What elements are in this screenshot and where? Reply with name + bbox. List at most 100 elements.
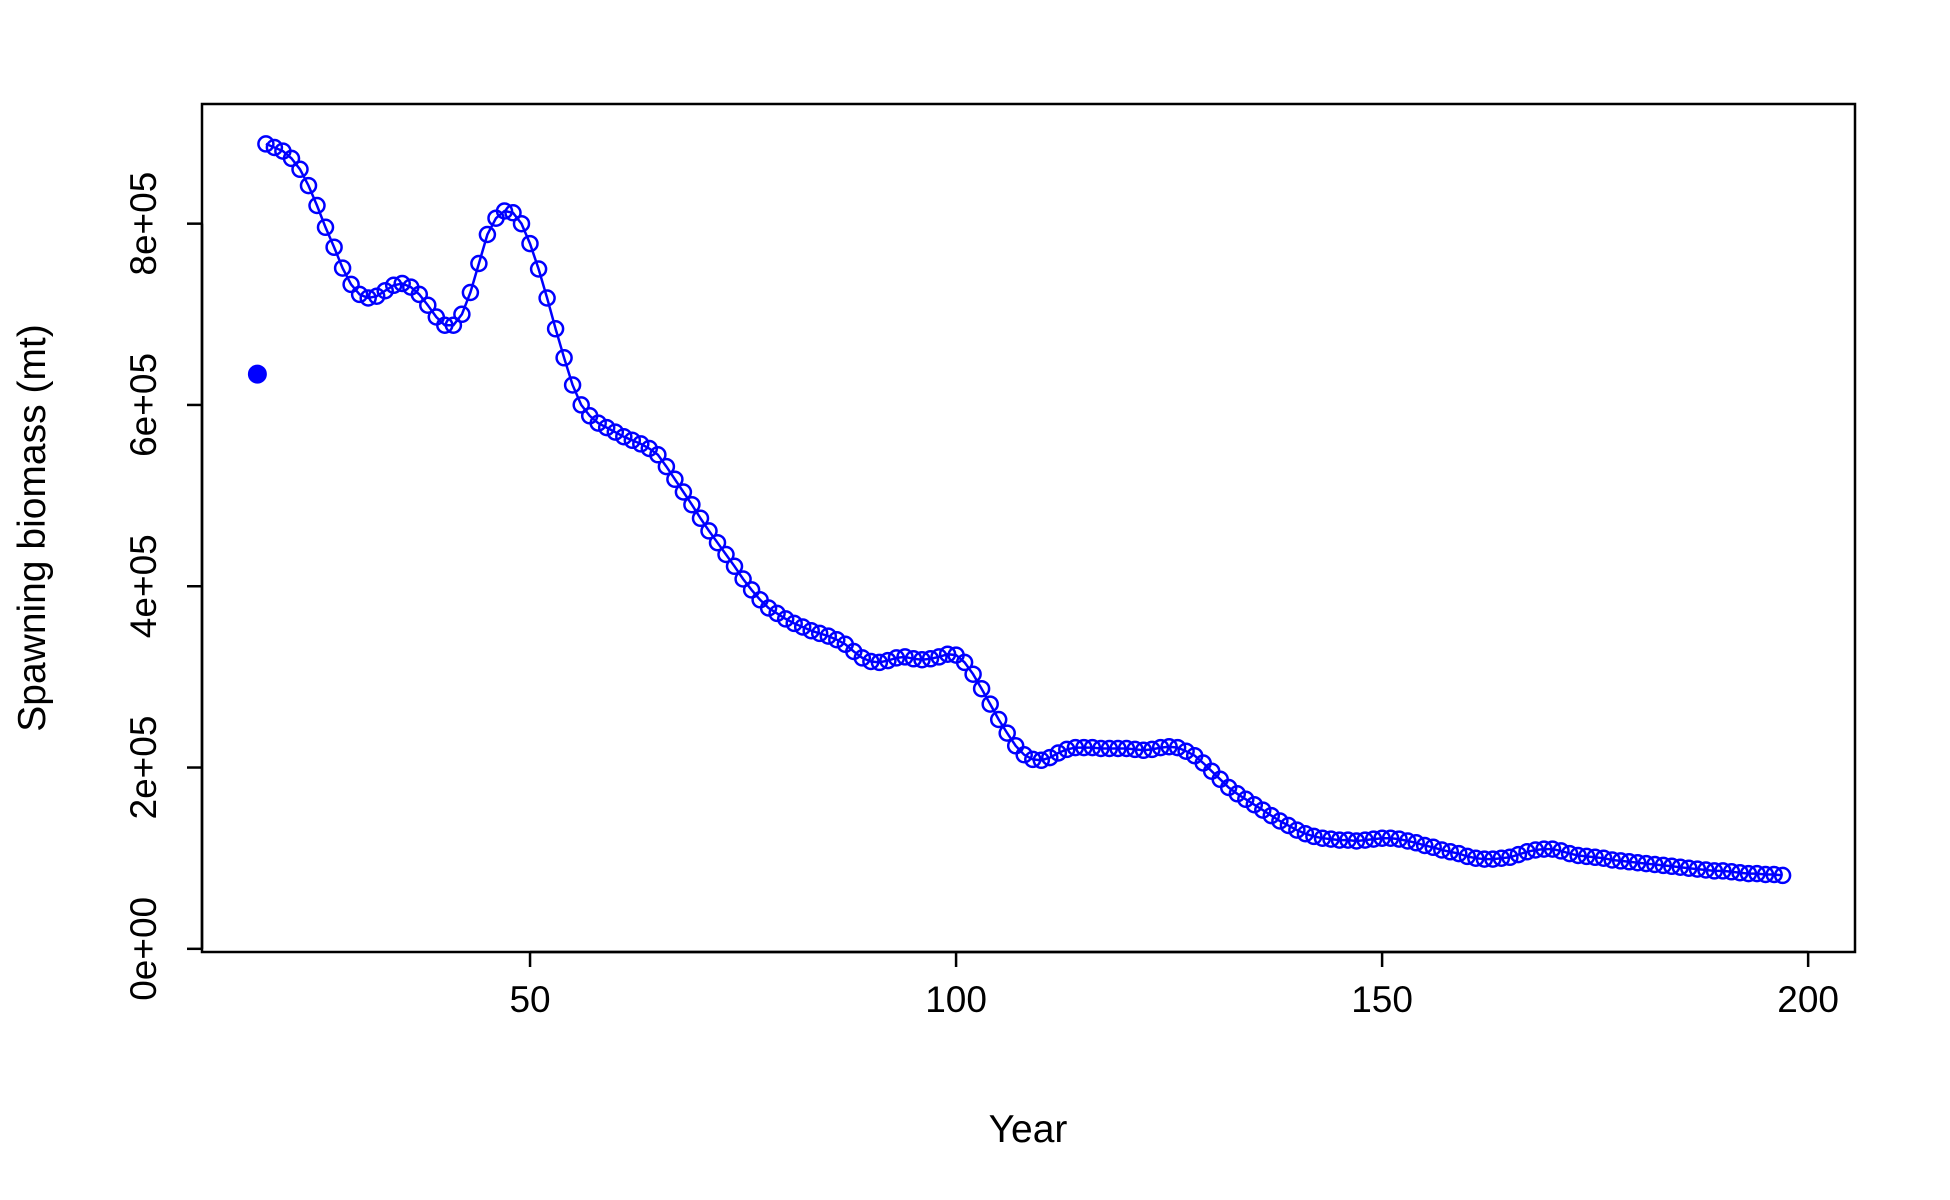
x-axis: 50 100 150 200 xyxy=(509,950,1839,1020)
data-point xyxy=(1015,746,1033,764)
data-point xyxy=(785,614,803,633)
data-point xyxy=(1381,829,1400,847)
data-point xyxy=(1143,740,1161,759)
data-point xyxy=(1151,738,1170,757)
data-point xyxy=(1467,849,1485,867)
data-point xyxy=(453,305,471,324)
data-point xyxy=(538,289,556,307)
data-point xyxy=(291,160,309,179)
data-point xyxy=(1415,836,1434,855)
data-point xyxy=(1628,853,1647,872)
data-point xyxy=(1697,861,1715,879)
x-tick-label: 150 xyxy=(1351,979,1413,1020)
data-point xyxy=(708,533,727,552)
data-point xyxy=(1577,847,1596,866)
data-point xyxy=(1603,851,1621,869)
y-axis: 0e+00 2e+05 4e+05 6e+05 8e+05 xyxy=(123,172,204,1001)
data-point xyxy=(1305,827,1323,846)
y-axis-label: Spawning biomass (mt) xyxy=(11,324,54,731)
data-point xyxy=(1058,740,1076,759)
data-point xyxy=(1484,850,1502,868)
data-point xyxy=(1620,853,1638,871)
data-point xyxy=(1407,834,1425,852)
data-point xyxy=(606,423,625,441)
data-point xyxy=(862,652,880,671)
y-tick-label: 2e+05 xyxy=(123,716,164,820)
x-tick-label: 100 xyxy=(925,979,987,1020)
data-point xyxy=(563,376,582,394)
data-point xyxy=(1109,739,1127,758)
data-point xyxy=(1117,739,1136,758)
data-point xyxy=(1134,741,1153,760)
data-point xyxy=(615,427,633,446)
data-point xyxy=(1594,849,1613,867)
data-point xyxy=(1313,829,1332,847)
data-point xyxy=(1168,738,1187,757)
data-point xyxy=(683,495,701,514)
data-point xyxy=(572,396,590,414)
data-point xyxy=(913,650,931,669)
data-point xyxy=(725,557,744,576)
data-point xyxy=(921,650,940,668)
data-point xyxy=(1100,739,1119,758)
data-point xyxy=(1714,862,1732,880)
virgin-biomass-point xyxy=(247,364,267,384)
data-point xyxy=(1569,846,1587,865)
data-point xyxy=(717,545,735,564)
data-point xyxy=(768,604,786,623)
x-tick-label: 200 xyxy=(1777,979,1839,1020)
data-point xyxy=(1398,832,1417,850)
data-point xyxy=(1680,859,1698,877)
data-point xyxy=(1433,841,1451,859)
data-point xyxy=(1390,830,1408,848)
data-point xyxy=(1688,860,1707,878)
data-point xyxy=(1705,862,1724,880)
y-tick-label: 6e+05 xyxy=(123,353,164,457)
data-point xyxy=(436,316,454,334)
data-point xyxy=(1637,854,1655,873)
data-point xyxy=(1475,850,1494,868)
data-point xyxy=(1765,865,1783,884)
data-point xyxy=(879,651,897,670)
data-point xyxy=(998,724,1016,742)
data-point xyxy=(308,196,326,215)
data-point xyxy=(632,435,650,453)
data-point xyxy=(793,618,812,636)
data-point xyxy=(529,260,548,278)
data-point xyxy=(700,522,718,540)
data-point xyxy=(1347,832,1366,850)
data-point xyxy=(1237,790,1255,809)
data-point xyxy=(666,470,684,489)
data-point xyxy=(1296,824,1315,843)
data-point xyxy=(342,275,360,294)
data-point xyxy=(546,320,565,338)
data-point xyxy=(1356,831,1374,849)
data-point xyxy=(828,630,846,649)
data-point xyxy=(691,509,710,528)
data-point xyxy=(776,610,795,628)
data-point xyxy=(384,276,403,295)
data-point xyxy=(265,138,284,157)
data-point xyxy=(1501,848,1519,867)
data-point xyxy=(1279,816,1298,835)
data-point xyxy=(955,653,974,672)
data-point xyxy=(419,296,437,314)
data-point xyxy=(1364,830,1383,848)
data-point xyxy=(870,653,889,672)
data-point xyxy=(1671,858,1690,876)
data-point xyxy=(1322,830,1340,848)
data-point xyxy=(1041,748,1059,767)
data-point xyxy=(904,650,923,668)
series-layer xyxy=(247,135,1792,885)
data-point xyxy=(495,202,514,220)
data-point xyxy=(896,648,914,666)
data-point xyxy=(299,176,318,195)
data-point xyxy=(1288,821,1306,839)
data-point xyxy=(1245,795,1264,814)
data-point xyxy=(1262,806,1281,825)
data-point xyxy=(649,446,667,464)
data-point xyxy=(1458,847,1477,866)
data-point xyxy=(410,285,429,304)
data-point xyxy=(1177,742,1195,760)
